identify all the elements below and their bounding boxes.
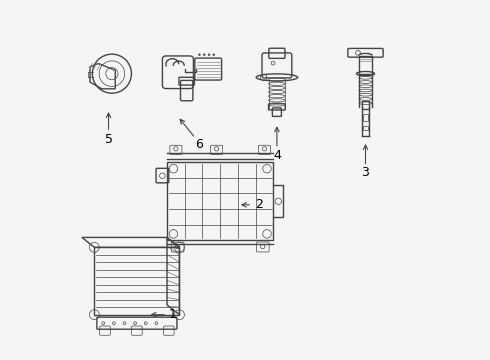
Circle shape bbox=[208, 54, 210, 56]
Circle shape bbox=[198, 54, 200, 56]
Text: 4: 4 bbox=[273, 149, 281, 162]
Text: 5: 5 bbox=[104, 133, 113, 146]
Text: 1: 1 bbox=[169, 308, 176, 321]
Text: 6: 6 bbox=[195, 138, 203, 151]
Text: 3: 3 bbox=[362, 166, 369, 179]
Text: 2: 2 bbox=[255, 198, 263, 211]
Circle shape bbox=[203, 54, 205, 56]
Circle shape bbox=[213, 54, 215, 56]
